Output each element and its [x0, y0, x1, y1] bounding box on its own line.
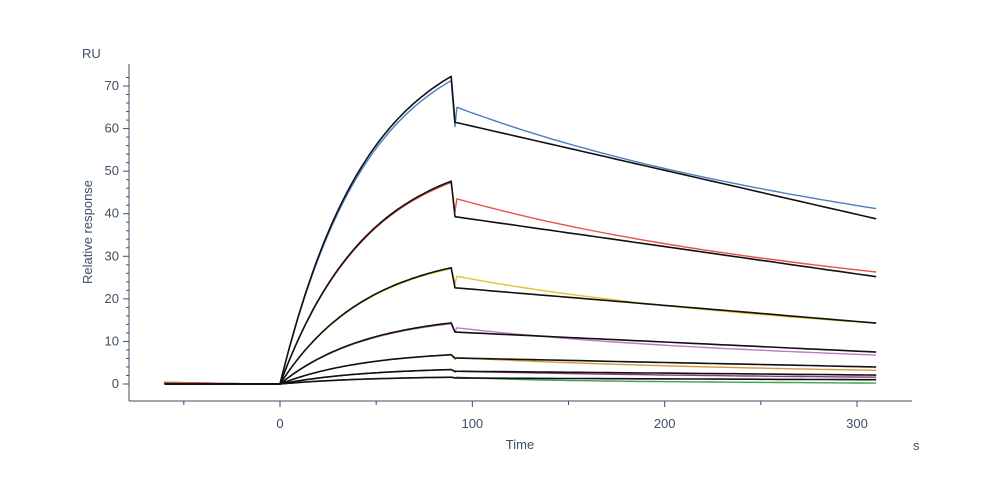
y-tick-label: 0 — [112, 376, 119, 391]
fit-curve — [164, 322, 877, 385]
x-tick-label: 0 — [276, 416, 283, 431]
y-tick-label: 30 — [105, 248, 119, 263]
fit-curve — [164, 267, 877, 385]
x-tick-label: 100 — [461, 416, 483, 431]
axis-labels: 0 10 20 30 40 50 60 70 0 100 200 300 Time Relative re… — [80, 46, 920, 453]
x-axis-title: Time — [506, 437, 534, 452]
series-curve — [163, 181, 877, 385]
y-axis-title: Relative response — [80, 180, 95, 284]
y-tick-label: 50 — [105, 163, 119, 178]
y-tick-label: 20 — [105, 291, 119, 306]
series-curve — [163, 323, 877, 385]
y-tick-label: 70 — [105, 78, 119, 93]
y-tick-label: 10 — [105, 333, 119, 348]
axes — [123, 64, 912, 407]
series-group — [163, 80, 877, 385]
fit-curve — [164, 353, 877, 385]
series-curve — [163, 80, 877, 385]
y-tick-label: 40 — [105, 206, 119, 221]
x-tick-label: 300 — [846, 416, 868, 431]
x-axis-unit: s — [913, 438, 920, 453]
fit-curve — [164, 180, 877, 385]
fit-curve — [164, 376, 877, 385]
y-axis-unit: RU — [82, 46, 101, 61]
x-tick-label: 200 — [654, 416, 676, 431]
fit-group — [164, 75, 877, 385]
fit-curve — [164, 368, 877, 385]
fit-curve — [164, 75, 877, 385]
series-curve — [163, 267, 877, 385]
y-tick-label: 60 — [105, 121, 119, 136]
